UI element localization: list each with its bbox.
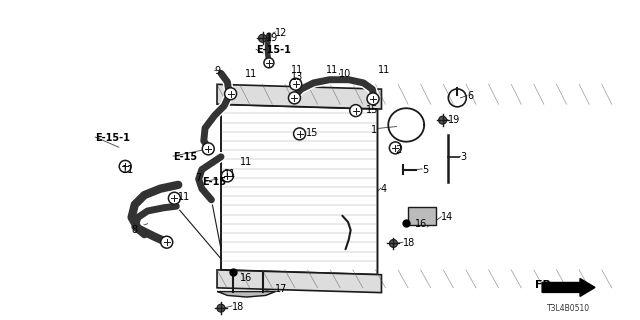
Circle shape: [168, 192, 180, 204]
Text: E-15: E-15: [202, 177, 226, 187]
Circle shape: [438, 116, 447, 124]
Polygon shape: [217, 270, 381, 292]
Text: 17: 17: [275, 284, 287, 294]
Circle shape: [350, 105, 362, 116]
Circle shape: [161, 236, 173, 248]
Polygon shape: [217, 84, 381, 109]
Text: 19: 19: [448, 115, 460, 125]
Circle shape: [390, 239, 397, 247]
Circle shape: [225, 88, 237, 100]
Text: 5: 5: [422, 164, 428, 174]
Text: 1: 1: [371, 125, 377, 135]
Text: 11: 11: [178, 192, 191, 202]
Text: T3L4B0510: T3L4B0510: [547, 304, 590, 313]
Circle shape: [259, 34, 266, 42]
Text: 11: 11: [240, 156, 252, 167]
Circle shape: [221, 170, 234, 182]
Circle shape: [367, 93, 379, 105]
Text: 11: 11: [122, 164, 134, 174]
Text: 2: 2: [396, 146, 402, 156]
Polygon shape: [218, 292, 275, 297]
Circle shape: [294, 128, 305, 140]
Text: 13: 13: [291, 72, 303, 82]
Circle shape: [290, 78, 301, 90]
FancyBboxPatch shape: [408, 207, 436, 225]
Circle shape: [119, 160, 131, 172]
Text: 19: 19: [266, 33, 278, 43]
Text: 15: 15: [366, 105, 378, 115]
Circle shape: [264, 58, 274, 68]
Text: 11: 11: [224, 169, 236, 179]
Text: E-15-1: E-15-1: [256, 45, 291, 55]
Text: FR.: FR.: [535, 280, 556, 291]
Text: 6: 6: [467, 91, 473, 101]
Text: 16: 16: [240, 273, 252, 283]
Text: 3: 3: [461, 152, 467, 162]
Text: 9: 9: [214, 66, 221, 76]
Text: 8: 8: [132, 225, 138, 235]
Text: 18: 18: [232, 301, 244, 312]
Text: 18: 18: [403, 238, 415, 248]
Text: 14: 14: [442, 212, 454, 222]
Text: E-15-1: E-15-1: [95, 133, 130, 143]
Circle shape: [389, 142, 401, 154]
Text: 11: 11: [244, 69, 257, 79]
Text: 10: 10: [339, 69, 351, 79]
Text: 4: 4: [381, 184, 387, 194]
Text: 11: 11: [378, 65, 390, 75]
Circle shape: [289, 92, 300, 104]
Text: 11: 11: [326, 65, 339, 75]
Text: 12: 12: [275, 28, 287, 37]
Circle shape: [202, 143, 214, 155]
Polygon shape: [221, 104, 378, 275]
Circle shape: [217, 304, 225, 312]
FancyArrow shape: [542, 278, 595, 296]
Text: 15: 15: [306, 128, 318, 138]
Text: E-15: E-15: [173, 152, 197, 162]
Text: 7: 7: [195, 172, 202, 182]
Text: 16: 16: [415, 219, 427, 229]
Text: 11: 11: [291, 65, 303, 75]
